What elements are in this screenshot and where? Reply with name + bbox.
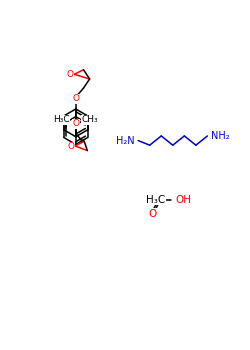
- Text: H₃C: H₃C: [53, 115, 70, 124]
- Text: H₃C: H₃C: [146, 195, 165, 205]
- Text: H₂N: H₂N: [116, 135, 135, 146]
- Text: NH₂: NH₂: [210, 131, 229, 141]
- Text: O: O: [72, 119, 79, 128]
- Text: O: O: [67, 70, 74, 79]
- Text: OH: OH: [176, 195, 192, 205]
- Text: O: O: [72, 94, 79, 104]
- Text: O: O: [149, 209, 157, 219]
- Text: O: O: [68, 142, 75, 151]
- Text: CH₃: CH₃: [82, 115, 98, 124]
